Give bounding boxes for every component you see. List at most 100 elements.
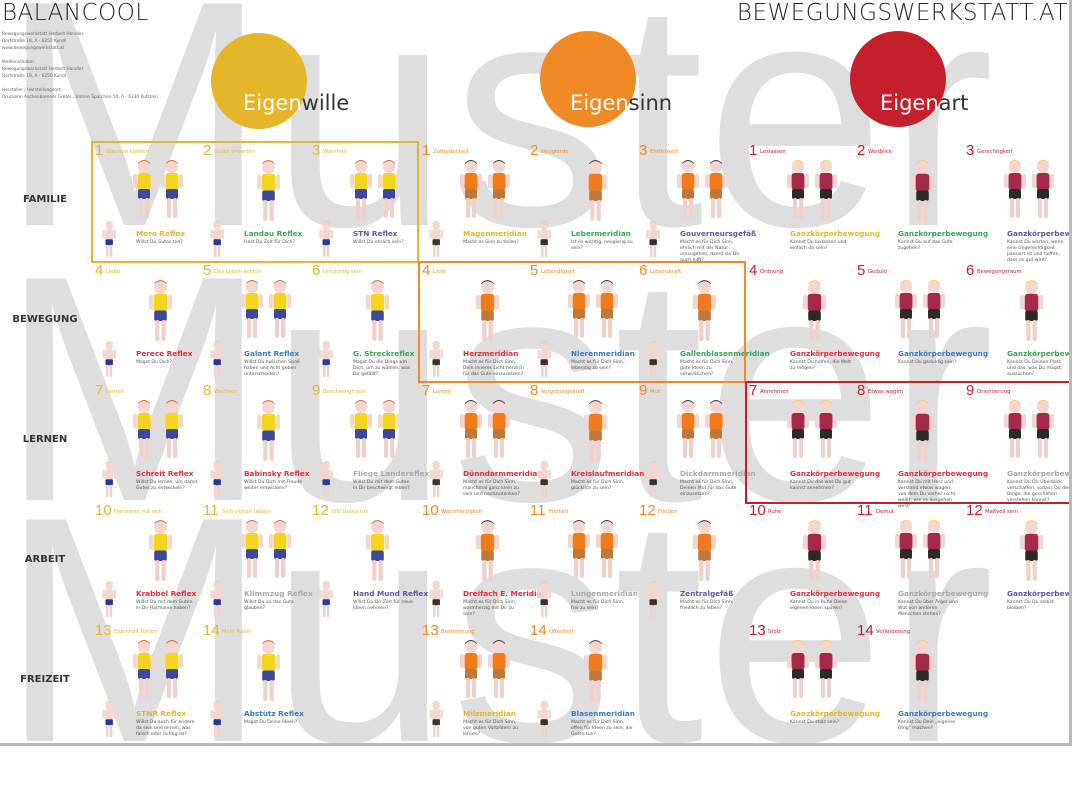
exercise-card[interactable]: 11 Sich ziehen lassen Klimmzug Reflex Wi… bbox=[200, 502, 313, 622]
exercise-number: 14 bbox=[857, 622, 874, 639]
exercise-card[interactable]: 14 Offenheit Blasenmeridian Macht es für… bbox=[527, 622, 636, 742]
exercise-figure-illustration bbox=[583, 400, 608, 461]
exercise-card[interactable]: 8 Wachsen Babinsky Reflex Willst Du Dich… bbox=[200, 382, 310, 502]
exercise-name: Kreislaufmeridian bbox=[571, 469, 645, 478]
exercise-question: Macht es für Dich Sinn, von guten Vorbil… bbox=[463, 720, 518, 737]
exercise-name: Zentralgefäß bbox=[680, 589, 734, 598]
exercise-card[interactable]: 13 Eigenheit fühlen STNR Reflex Willst D… bbox=[92, 622, 201, 742]
exercise-name: Ganzkörperbewegung bbox=[1007, 469, 1072, 478]
meridian-body-illustration bbox=[429, 341, 444, 378]
exercise-name: Ganzkörperbewegung bbox=[898, 709, 989, 718]
exercise-card[interactable]: 2 Gutes erwarten Landau Reflex Hast Du Z… bbox=[200, 142, 309, 262]
exercise-figure-illustration bbox=[895, 520, 945, 578]
exercise-card[interactable]: 14 Veränderung Ganzkörperbewegung Kannst… bbox=[854, 622, 988, 742]
exercise-title: Geduld bbox=[868, 269, 887, 275]
baby-reflex-illustration bbox=[102, 461, 117, 498]
exercise-card[interactable]: 11 Freiheit Lungenmeridian Macht es für … bbox=[527, 502, 638, 622]
exercise-card[interactable]: 13 Bestimmung Milzmeridian Macht es für … bbox=[419, 622, 528, 742]
imprint-line bbox=[2, 52, 158, 59]
exercise-figure-illustration bbox=[895, 280, 945, 338]
exercise-card[interactable]: 7 Lehren Schreit Reflex Willst Du lernen… bbox=[92, 382, 201, 502]
exercise-name: Dickdarmmeridian bbox=[680, 469, 756, 478]
baby-reflex-illustration bbox=[319, 341, 334, 378]
exercise-number: 9 bbox=[966, 382, 975, 399]
baby-reflex-illustration bbox=[210, 701, 225, 738]
exercise-card[interactable]: 8 Etwas wagen Ganzkörperbewegung Kannst … bbox=[854, 382, 988, 509]
exercise-title: Warmherzigkeit bbox=[441, 509, 483, 515]
exercise-title: Ruhe bbox=[768, 509, 782, 515]
exercise-title: Freiheit bbox=[549, 509, 569, 515]
exercise-card[interactable]: 12 Frieden Zentralgefäß Macht es für Dic… bbox=[636, 502, 745, 622]
exercise-name: Dünndarmmeridian bbox=[463, 469, 543, 478]
exercise-card[interactable]: 6 Umsichtig sein G. Streckreflex Magst D… bbox=[309, 262, 418, 382]
exercise-card[interactable]: 3 Ehrlichkeit Gouverneursgefäß Macht es … bbox=[636, 142, 756, 263]
exercise-card[interactable]: 4 Ordnung Ganzkörperbewegung Kannst Du h… bbox=[746, 262, 880, 382]
exercise-question: Willst Du zwischen Spaß haben und Acht g… bbox=[244, 360, 300, 377]
exercise-card[interactable]: 9 Orientierung Ganzkörperbewegung Kannst… bbox=[963, 382, 1072, 503]
brand-logo-left: BALANCOOL bbox=[2, 0, 149, 26]
exercise-card[interactable]: 9 Beschwingt sein Fliege Landereflex Wil… bbox=[309, 382, 429, 502]
figure-shadow bbox=[857, 698, 891, 740]
exercise-card[interactable]: 2 Neugierde Lebermeridian Ist es wichtig… bbox=[527, 142, 636, 262]
meridian-body-illustration bbox=[537, 581, 552, 618]
exercise-card[interactable]: 10 Harmonie mit sich Krabbel Reflex Will… bbox=[92, 502, 201, 622]
exercise-figure-illustration bbox=[1004, 160, 1054, 218]
exercise-question: Macht es für Dich Sinn, offen für Ideen … bbox=[571, 720, 633, 737]
exercise-figure-illustration bbox=[677, 400, 727, 458]
exercise-card[interactable]: 5 Lebendigkeit Nierenmeridian Macht es f… bbox=[527, 262, 636, 382]
exercise-card[interactable]: 8 Vergebungskraft Kreislaufmeridian Mach… bbox=[527, 382, 644, 502]
figure-shadow bbox=[857, 458, 891, 500]
exercise-card[interactable]: 12 Maßvoll sein Ganzkörperbewegung Kanns… bbox=[963, 502, 1072, 622]
figure-shadow bbox=[966, 338, 1000, 380]
exercise-title: Wahrheit bbox=[323, 149, 347, 155]
group-title-prefix: Eigen bbox=[243, 91, 302, 115]
exercise-title: Lebenskraft bbox=[650, 269, 682, 275]
exercise-name: Landau Reflex bbox=[244, 229, 303, 238]
exercise-card[interactable]: 11 Demut Ganzkörperbewegung Kannst Du üb… bbox=[854, 502, 988, 622]
exercise-title: Offenheit bbox=[549, 629, 574, 635]
exercise-number: 5 bbox=[530, 262, 539, 279]
group-title-prefix: Eigen bbox=[880, 91, 939, 115]
exercise-title: Wachsen bbox=[214, 389, 238, 395]
exercise-card[interactable]: 4 Liebe Perece Reflex Magst Du Dich? bbox=[92, 262, 201, 382]
exercise-card[interactable]: 2 Weitblick Ganzkörperbewegung Kannst Du… bbox=[854, 142, 988, 262]
exercise-name: Abstütz Reflex bbox=[244, 709, 304, 718]
exercise-card[interactable]: 13 Stolz Ganzkörperbewegung Kannst Du st… bbox=[746, 622, 880, 742]
exercise-card[interactable]: 10 Warmherzigkeit Dreifach E. Meridian M… bbox=[419, 502, 547, 622]
exercise-card[interactable]: 5 Das Leben achten Galant Reflex Willst … bbox=[200, 262, 309, 382]
exercise-card[interactable]: 6 Bewegungsraum Ganzkörperbewegung Kanns… bbox=[963, 262, 1072, 382]
exercise-number: 8 bbox=[203, 382, 212, 399]
exercise-title: Demut bbox=[876, 509, 894, 515]
exercise-title: Ehrlichkeit bbox=[650, 149, 678, 155]
exercise-title: Sich ziehen lassen bbox=[222, 509, 271, 515]
exercise-card[interactable]: 3 Wahrheit STN Reflex Willst Du ehrlich … bbox=[309, 142, 418, 262]
group-title-suffix: art bbox=[938, 91, 969, 115]
exercise-card[interactable]: 14 Mein Raum Abstütz Reflex Magst Du Dei… bbox=[200, 622, 309, 742]
exercise-card[interactable]: 1 Loslassen Ganzkörperbewegung Kannst Du… bbox=[746, 142, 880, 262]
row-label-bewegung: BEWEGUNG bbox=[12, 314, 78, 325]
exercise-card[interactable]: 1 Zufriedenheit Magenmeridian Macht es S… bbox=[419, 142, 528, 262]
imprint-line: Dorfstraße 18, A - 6250 Kundl bbox=[2, 39, 66, 44]
exercise-question: Kannst Du Dein „eigenes Ding" machen? bbox=[898, 720, 956, 731]
exercise-card[interactable]: 7 Lernen Dünndarmmeridian Macht es für D… bbox=[419, 382, 543, 502]
baby-reflex-illustration bbox=[102, 341, 117, 378]
meridian-body-illustration bbox=[429, 221, 444, 258]
exercise-card[interactable]: 3 Gerechtigkeit Ganzkörperbewegung Kanns… bbox=[963, 142, 1072, 263]
exercise-number: 2 bbox=[530, 142, 539, 159]
exercise-card[interactable]: 6 Lebenskraft Gallenblasenmeridian Macht… bbox=[636, 262, 770, 382]
exercise-name: Lungenmeridian bbox=[571, 589, 638, 598]
exercise-card[interactable]: 12 Still Gutes tun Hand Mund Reflex Will… bbox=[309, 502, 428, 622]
exercise-card[interactable]: 9 Mut Dickdarmmeridian Macht es für Dich… bbox=[636, 382, 756, 502]
exercise-number: 11 bbox=[203, 502, 219, 519]
imprint-line: www.bewegungswerkstatt.at bbox=[2, 46, 65, 51]
exercise-card[interactable]: 10 Ruhe Ganzkörperbewegung Kannst Du in … bbox=[746, 502, 880, 622]
exercise-card[interactable]: 5 Geduld Ganzkörperbewegung Kannst Du ge… bbox=[854, 262, 988, 382]
exercise-number: 8 bbox=[530, 382, 539, 399]
exercise-card[interactable]: 7 Annehmen Ganzkörperbewegung Kannst Du … bbox=[746, 382, 880, 502]
exercise-figure-illustration bbox=[475, 280, 500, 341]
exercise-figure-illustration bbox=[148, 280, 173, 341]
exercise-card[interactable]: 4 Licht Herzmeridian Macht es für Dich S… bbox=[419, 262, 528, 382]
exercise-number: 6 bbox=[639, 262, 648, 279]
exercise-card[interactable]: 1 Staunen können Moro Reflex Willst Du G… bbox=[92, 142, 201, 262]
imprint-line: Dorfstraße 18, A - 6250 Kundl bbox=[2, 74, 66, 79]
